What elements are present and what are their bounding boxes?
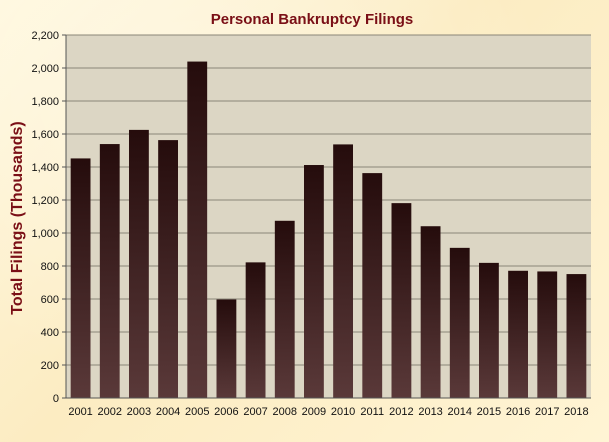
- bar-2010: [333, 144, 353, 398]
- y-tick-label: 800: [41, 261, 59, 273]
- y-tick-label: 1,400: [31, 162, 59, 174]
- bars: [70, 61, 587, 399]
- bar-2006: [216, 299, 237, 398]
- bar-2016: [508, 270, 528, 398]
- plot-area: [66, 35, 591, 398]
- x-tick-label: 2012: [389, 406, 413, 418]
- chart-title: Personal Bankruptcy Filings: [211, 11, 414, 28]
- y-tick-label: 2,200: [31, 30, 59, 42]
- x-tick-label: 2002: [98, 406, 122, 418]
- bar-2011: [362, 173, 383, 398]
- y-tick-label: 1,600: [31, 129, 59, 141]
- bar-2003: [129, 129, 149, 399]
- x-tick-label: 2013: [418, 406, 442, 418]
- x-tick-label: 2016: [506, 406, 530, 418]
- x-tick-label: 2018: [564, 406, 588, 418]
- x-tick-label: 2005: [185, 406, 209, 418]
- bar-2014: [449, 247, 470, 398]
- y-tick-label: 200: [41, 360, 59, 372]
- y-tick-label: 0: [53, 393, 59, 405]
- axes: [65, 35, 591, 399]
- bar-2018: [566, 274, 587, 398]
- bar-2017: [537, 271, 558, 398]
- x-tick-label: 2011: [360, 406, 384, 418]
- bar-2008: [274, 220, 295, 398]
- x-tick-label: 2010: [331, 406, 355, 418]
- bar-2013: [420, 226, 441, 398]
- x-tick-label: 2004: [156, 406, 180, 418]
- x-tick-label: 2006: [214, 406, 238, 418]
- bar-2009: [304, 165, 324, 398]
- y-tick-label: 1,200: [31, 195, 59, 207]
- y-tick-label: 400: [41, 327, 59, 339]
- x-tick-label: 2007: [243, 406, 267, 418]
- y-axis-label: Total Filings (Thousands): [9, 121, 26, 314]
- x-tick-label: 2014: [448, 406, 472, 418]
- bar-2001: [70, 158, 91, 398]
- y-tick-label: 1,000: [31, 228, 59, 240]
- x-tick-label: 2017: [535, 406, 559, 418]
- bar-2002: [99, 144, 120, 398]
- x-tick-label: 2015: [477, 406, 501, 418]
- x-tick-label: 2009: [302, 406, 326, 418]
- x-tick-label: 2008: [273, 406, 297, 418]
- gridlines: [66, 34, 591, 366]
- bar-2007: [245, 262, 266, 398]
- bar-2004: [158, 140, 178, 399]
- bar-2015: [479, 262, 499, 398]
- x-tick-label: 2001: [68, 406, 92, 418]
- y-tick-label: 1,800: [31, 96, 59, 108]
- bar-2012: [391, 203, 412, 398]
- y-axis-ticks: 0 200 400 600 800 1,000 1,200 1,400 1,600 1,800 2,…: [31, 30, 66, 405]
- y-tick-label: 2,000: [31, 63, 59, 75]
- y-tick-label: 600: [41, 294, 59, 306]
- bar-2005: [187, 61, 208, 399]
- x-axis-ticks: 2001 2002 2003 2004 2005 2006 2007 2008 2009 2010…: [68, 406, 588, 418]
- x-tick-label: 2003: [127, 406, 151, 418]
